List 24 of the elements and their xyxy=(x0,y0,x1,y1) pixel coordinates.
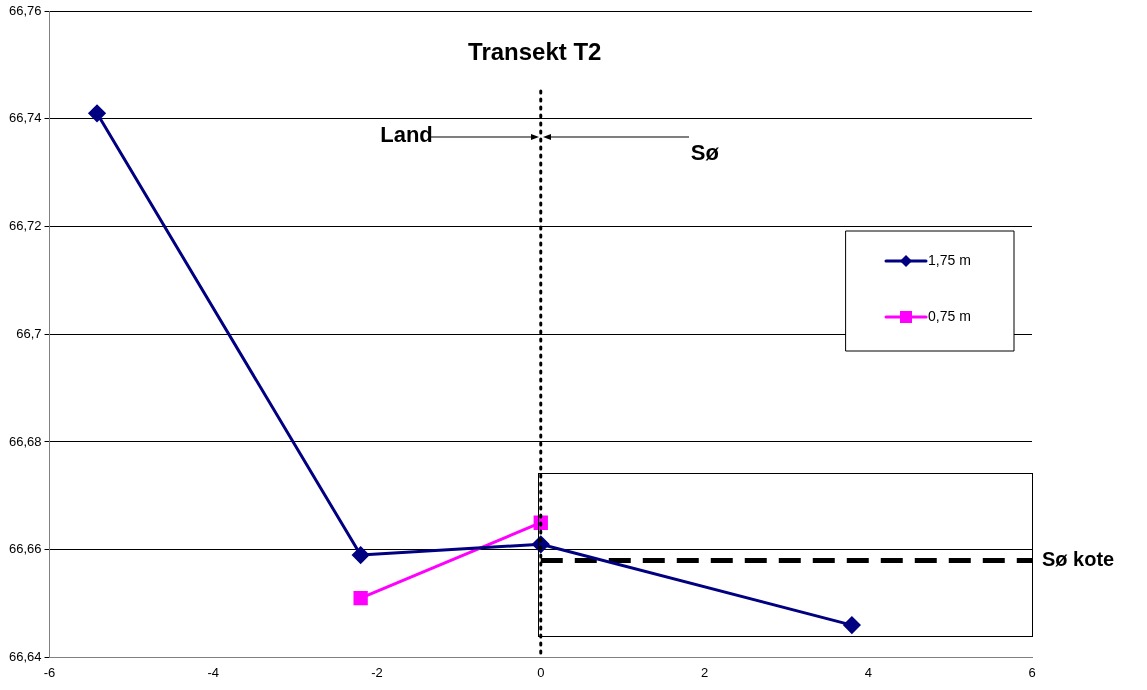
x-tick-label: 6 xyxy=(1028,664,1036,680)
y-tick-label: 66,68 xyxy=(8,433,42,449)
y-tick-label: 66,7 xyxy=(16,325,42,341)
y-tick-label: 66,76 xyxy=(8,2,42,18)
x-tick-label: -4 xyxy=(207,664,220,680)
annotation: Land xyxy=(380,122,433,148)
point xyxy=(353,590,368,606)
point xyxy=(843,616,861,634)
point xyxy=(352,546,370,564)
series-label: Sø kote xyxy=(1042,547,1115,570)
x-tick-label: -6 xyxy=(43,664,56,680)
legend-label: 1,75 m xyxy=(928,251,971,268)
x-tick-label: 0 xyxy=(537,664,545,680)
x-tick-label: 2 xyxy=(700,664,709,680)
x-tick-label: -2 xyxy=(371,664,383,680)
y-tick-label: 66,64 xyxy=(8,648,42,664)
y-tick-label: 66,74 xyxy=(8,110,42,126)
y-tick-label: 66,66 xyxy=(8,541,42,557)
annotation: Sø xyxy=(690,140,720,166)
point xyxy=(88,104,106,122)
legend-label: 0,75 m xyxy=(928,307,971,324)
ref-line-label: Transekt T2 xyxy=(468,37,602,65)
x-tick-label: 4 xyxy=(864,664,872,680)
y-tick-label: 66,72 xyxy=(8,218,42,234)
